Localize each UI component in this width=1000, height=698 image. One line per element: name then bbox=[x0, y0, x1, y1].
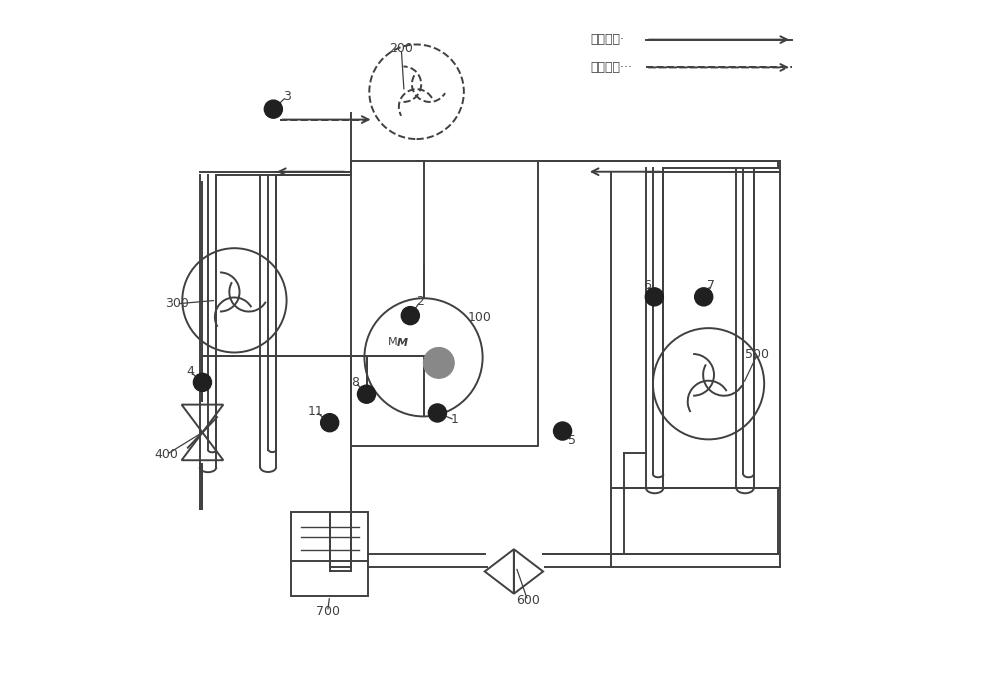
Text: 11: 11 bbox=[308, 405, 324, 418]
Text: 400: 400 bbox=[154, 448, 178, 461]
Circle shape bbox=[554, 422, 572, 440]
Text: 3: 3 bbox=[283, 90, 291, 103]
Text: 8: 8 bbox=[351, 376, 359, 389]
Text: 2: 2 bbox=[416, 295, 424, 309]
Text: 300: 300 bbox=[165, 297, 189, 311]
Text: 500: 500 bbox=[745, 348, 769, 361]
Text: M: M bbox=[397, 339, 408, 348]
Text: 4: 4 bbox=[187, 366, 195, 378]
Text: 5: 5 bbox=[568, 434, 576, 447]
Text: 100: 100 bbox=[467, 311, 491, 324]
Text: M: M bbox=[387, 337, 397, 347]
Circle shape bbox=[401, 306, 419, 325]
Circle shape bbox=[357, 385, 376, 403]
Text: 6: 6 bbox=[643, 279, 651, 292]
Text: 制热工况···: 制热工况··· bbox=[590, 61, 632, 74]
Text: 600: 600 bbox=[516, 594, 540, 607]
Circle shape bbox=[321, 414, 339, 432]
Text: 1: 1 bbox=[451, 413, 459, 426]
Circle shape bbox=[428, 404, 446, 422]
Text: 制冷工况·: 制冷工况· bbox=[590, 33, 624, 46]
Circle shape bbox=[193, 373, 211, 392]
Circle shape bbox=[424, 348, 454, 378]
Text: 700: 700 bbox=[316, 605, 340, 618]
Circle shape bbox=[695, 288, 713, 306]
Circle shape bbox=[645, 288, 663, 306]
Circle shape bbox=[264, 100, 282, 118]
Text: 200: 200 bbox=[389, 42, 413, 55]
Text: 7: 7 bbox=[707, 279, 715, 292]
Bar bbox=[291, 512, 368, 596]
